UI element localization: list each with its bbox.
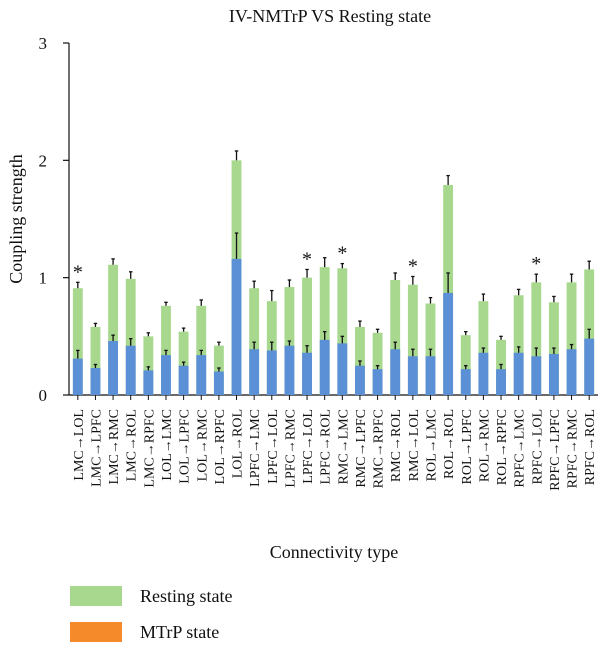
y-tick-label: 0 [39,386,48,405]
bar-mtrp [548,353,559,395]
bar-mtrp [125,345,136,395]
x-tick-label: LOL→LPFC [178,409,193,484]
x-tick-label: RPFC→LPFC [548,409,563,491]
legend-label-resting: Resting state [140,585,233,606]
bar-resting [143,336,154,395]
bar-resting [90,326,101,395]
bar-mtrp [390,349,401,395]
bar-mtrp [249,349,260,395]
legend-item-resting: Resting state [70,584,233,608]
bar-mtrp [513,352,524,395]
bar-mtrp [531,356,542,395]
x-tick-label: LPFC→RMC [283,409,298,488]
significance-marker: * [531,253,541,275]
bar-mtrp [196,355,207,395]
legend: Resting state MTrP state [70,584,233,656]
bar-mtrp [460,369,471,395]
bar-mtrp [302,352,312,395]
bar-resting [566,282,577,395]
bar-mtrp [143,370,154,395]
chart-svg: IV-NMTrP VS Resting state Coupling stren… [6,6,599,562]
legend-swatch-resting [70,586,122,606]
bar-mtrp [372,369,383,395]
x-tick-label: RPFC→RMC [566,409,581,488]
bar-resting [407,284,418,395]
bar-resting [337,268,348,395]
bar-mtrp [161,355,171,395]
bar-resting [302,277,312,395]
plot-area: 0 1 2 3 LMC→LOL LMC→LPFC LMC→RMC LMC→ROL LMC→RPF… [39,34,599,491]
x-tick-label: RMC→LMC [336,409,351,484]
x-tick-label: LOL→LMC [160,409,175,481]
legend-item-mtrp: MTrP state [70,620,233,644]
bar-mtrp [355,365,365,395]
y-tick-label: 2 [39,151,48,170]
y-tick-label: 1 [39,269,48,288]
bar-resting [513,295,524,395]
x-tick-label: LPFC→ROL [319,409,334,484]
x-tick-label: RMC→LOL [407,409,422,481]
x-tick-label: ROL→LPFC [460,409,475,484]
x-tick-label: ROL→ROL [442,409,457,479]
x-tick-label: LMC→RPFC [142,409,157,488]
bar-mtrp [213,371,224,395]
bar-mtrp [496,369,506,395]
x-tick-label: RPFC→LMC [513,409,528,488]
x-tick-label: LPFC→LMC [248,409,263,487]
bar-resting [72,288,83,395]
bar-resting [108,264,119,395]
x-tick-label: LMC→RMC [107,409,122,484]
y-tick-label: 3 [39,34,48,53]
bar-mtrp [284,345,295,395]
x-tick-label: RPFC→ROL [583,409,598,485]
bar-resting [372,332,383,395]
bar-resting [125,278,136,395]
bar-mtrp [443,292,454,395]
legend-label-mtrp: MTrP state [140,621,220,642]
bar-mtrp [337,343,348,395]
bar-mtrp [566,349,577,395]
x-tick-label: LPFC→LOL [301,409,316,484]
bar-mtrp [231,258,242,395]
x-tick-label: LOL→RMC [195,409,210,481]
x-tick-label: RMC→RPFC [372,409,387,488]
bar-mtrp [319,339,330,395]
x-tick-label: LOL→ROL [231,409,246,478]
x-tick-label: RPFC→LOL [530,409,545,484]
y-axis-label: Coupling strength [6,154,26,284]
x-tick-label: LOL→RPFC [213,409,228,484]
bar-mtrp [178,365,189,395]
x-tick-label: LMC→LPFC [89,409,104,487]
significance-marker: * [337,243,347,265]
significance-marker: * [73,261,83,283]
significance-marker: * [408,255,418,277]
significance-marker: * [302,248,312,270]
x-tick-label: ROL→RPFC [495,409,510,485]
bar-mtrp [266,350,277,395]
bar-mtrp [478,352,489,395]
bar-mtrp [90,368,101,395]
x-tick-label: LPFC→LOL [266,409,281,484]
chart-title: IV-NMTrP VS Resting state [229,6,431,26]
x-tick-label: ROL→RMC [477,409,492,482]
bar-mtrp [407,356,418,395]
x-tick-label: ROL→LMC [424,409,439,481]
x-tick-label: RMC→ROL [389,409,404,482]
x-tick-label: RMC→LPFC [354,409,369,488]
bar-mtrp [108,341,119,395]
bar-mtrp [584,338,595,395]
bar-mtrp [425,356,436,395]
legend-swatch-mtrp [70,622,122,642]
bar-resting [531,282,542,395]
x-tick-label: LMC→ROL [125,409,140,481]
bar-mtrp [72,358,83,395]
bar-resting [390,280,401,395]
x-tick-label: LMC→LOL [72,409,87,481]
x-axis-label: Connectivity type [270,542,398,562]
